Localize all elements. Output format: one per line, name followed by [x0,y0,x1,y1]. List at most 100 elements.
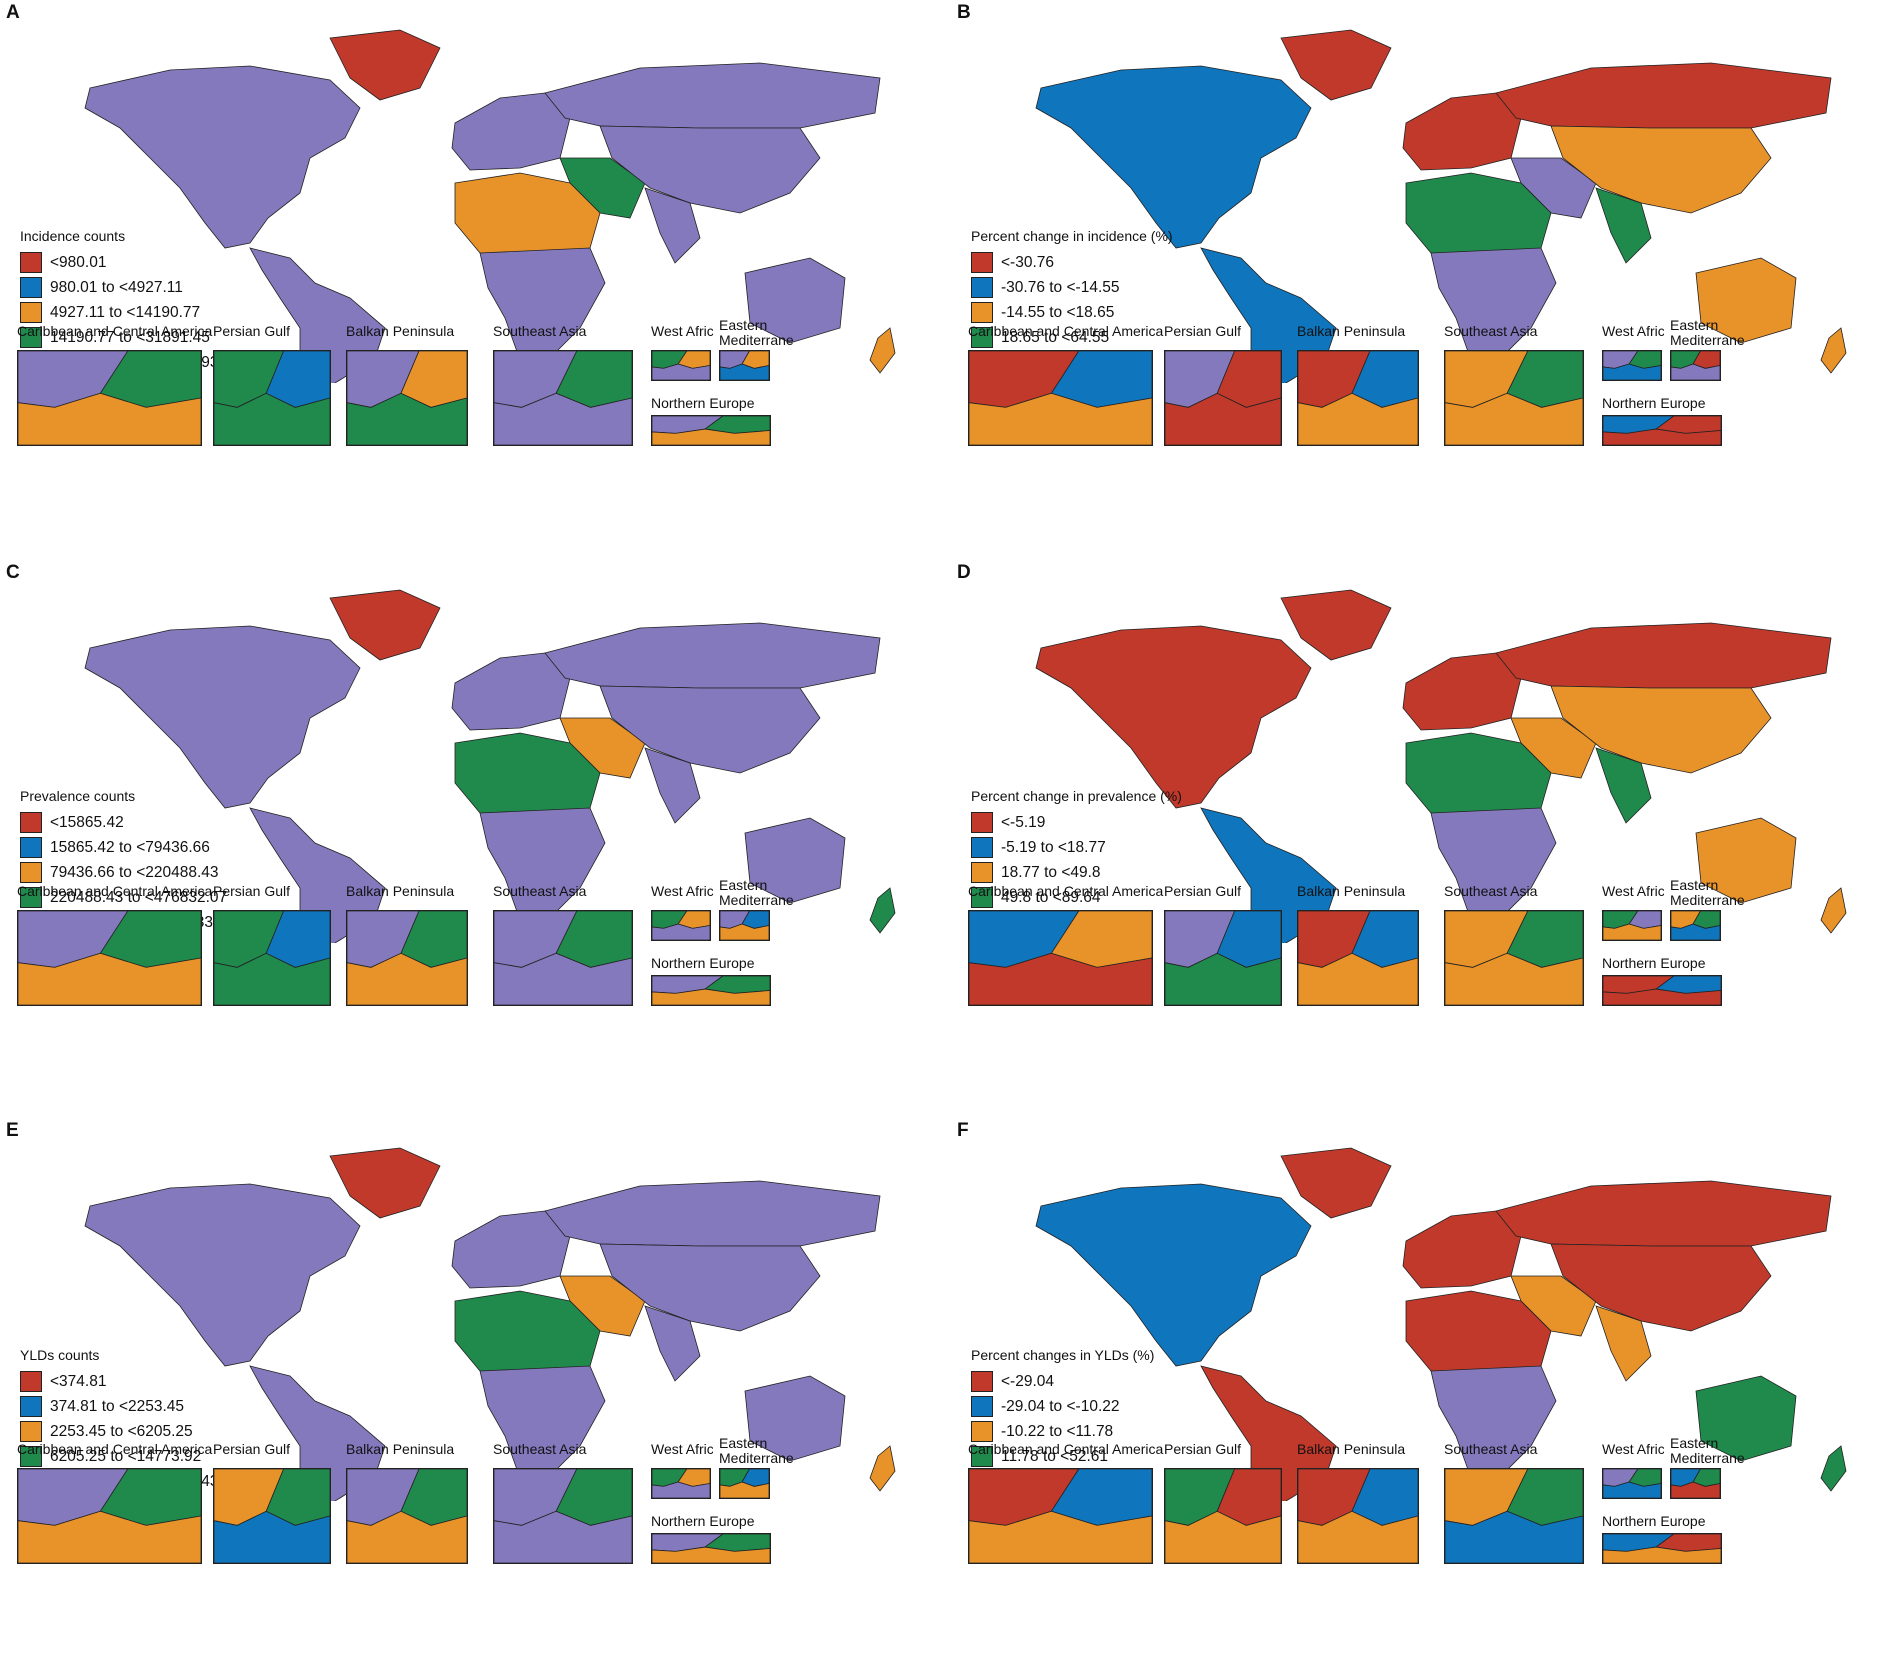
legend-label: -29.04 to <-10.22 [1001,1397,1120,1415]
inset-label-east-med: Eastern Mediterranean [719,318,794,348]
region-greenland [1280,1147,1392,1219]
legend-swatch [20,1371,42,1392]
inset-map-caribbean [968,350,1153,446]
inset-map-persian-gulf [1164,350,1282,446]
inset-label-northern-europe: Northern Europe [651,395,755,411]
inset-map-persian-gulf [213,1468,331,1564]
world-map [1035,589,1847,943]
legend-title: Percent changes in YLDs (%) [971,1347,1155,1363]
legend-item: -30.76 to <-14.55 [971,275,1173,300]
inset-region [652,1547,770,1563]
legend-item: 11.78 to <52.61 [971,1444,1154,1469]
region-north-america [1035,65,1312,249]
inset-region [969,953,1152,1005]
legend-label: -10.22 to <11.78 [1001,1422,1114,1440]
legend-item: <980.01 [20,250,219,275]
region-nz [1820,1445,1847,1492]
region-australia [744,257,846,344]
inset-region [720,1482,769,1498]
legend-label: <15865.42 [50,813,124,831]
inset-map-balkan [1297,350,1419,446]
map-panel-a: A Incidence counts <980.01 980.01 to <4927.… [0,0,951,556]
inset-map-southeast-asia [1444,350,1584,446]
legend-label: <374.81 [50,1372,107,1390]
inset-label-caribbean: Caribbean and Central America [17,883,213,899]
inset-label-balkan: Balkan Peninsula [1297,323,1406,339]
legend-swatch [971,277,993,298]
legend-item: -14.55 to <18.65 [971,300,1173,325]
region-latin-america [1200,807,1337,943]
region-africa-s [479,1365,606,1479]
inset-label-southeast-asia: Southeast Asia [493,1441,587,1457]
region-australia [744,1375,846,1462]
region-india [644,747,701,824]
inset-region [720,364,769,380]
inset-region [1603,924,1661,940]
legend-title: Percent change in prevalence (%) [971,788,1182,804]
region-india [1595,187,1652,264]
legend-title: Incidence counts [20,228,126,244]
legend-label: -5.19 to <18.77 [1001,838,1106,856]
inset-label-west-africa: West Africa [651,323,713,339]
inset-map-northern-europe [1602,1533,1722,1564]
legend-swatch [20,837,42,858]
legend-item: -29.04 to <-10.22 [971,1394,1154,1419]
legend-swatch [20,1421,42,1442]
inset-region [347,393,467,445]
legend-item: 4927.11 to <14190.77 [20,300,219,325]
inset-map-balkan [1297,910,1419,1006]
inset-region [1298,393,1418,445]
inset-region [18,1511,201,1563]
inset-region [1165,953,1281,1005]
legend-swatch [20,252,42,273]
inset-label-persian-gulf: Persian Gulf [213,883,291,899]
inset-region [1603,1482,1661,1498]
inset-region [1603,989,1721,1005]
inset-label-caribbean: Caribbean and Central America [968,323,1164,339]
inset-map-west-africa [651,350,711,381]
legend-label: <-5.19 [1001,813,1046,831]
region-north-america [1035,625,1312,809]
legend-item: 2253.45 to <6205.25 [20,1419,219,1444]
region-australia [1695,817,1797,904]
inset-map-west-africa [1602,1468,1662,1499]
legend-label: 79436.66 to <220488.43 [50,863,219,881]
region-latin-america [249,247,386,383]
inset-region [652,1482,710,1498]
inset-label-northern-europe: Northern Europe [651,955,755,971]
legend-label: 11.78 to <52.61 [1001,1447,1109,1465]
region-asia [1550,1243,1772,1332]
inset-map-caribbean [968,910,1153,1006]
region-nz [869,887,896,934]
region-asia [599,125,821,214]
legend-swatch [20,302,42,323]
region-north-america [84,65,361,249]
legend-swatch [971,1396,993,1417]
region-europe [451,652,571,731]
legend-label: <980.01 [50,253,107,271]
region-india [644,1305,701,1382]
region-latin-america [1200,1365,1337,1501]
inset-label-northern-europe: Northern Europe [1602,1513,1706,1529]
legend-swatch [971,302,993,323]
inset-label-balkan: Balkan Peninsula [1297,1441,1406,1457]
inset-label-balkan: Balkan Peninsula [1297,883,1406,899]
region-india [1595,1305,1652,1382]
inset-label-west-africa: West Africa [1602,1441,1664,1457]
legend-item: <-5.19 [971,810,1182,835]
inset-region [18,953,201,1005]
legend-item: 6205.25 to <14773.92 [20,1444,219,1469]
inset-region [652,924,710,940]
legend-title: Percent change in incidence (%) [971,228,1173,244]
inset-map-east-med [1670,350,1721,381]
inset-map-east-med [719,910,770,941]
inset-map-northern-europe [651,415,771,446]
inset-map-balkan [346,350,468,446]
inset-region [494,1511,632,1563]
inset-label-east-med: Eastern Mediterranean [1670,1436,1745,1466]
inset-label-northern-europe: Northern Europe [651,1513,755,1529]
region-asia [1550,125,1772,214]
legend-swatch [20,1396,42,1417]
panel-letter: D [957,562,971,583]
inset-map-southeast-asia [493,910,633,1006]
